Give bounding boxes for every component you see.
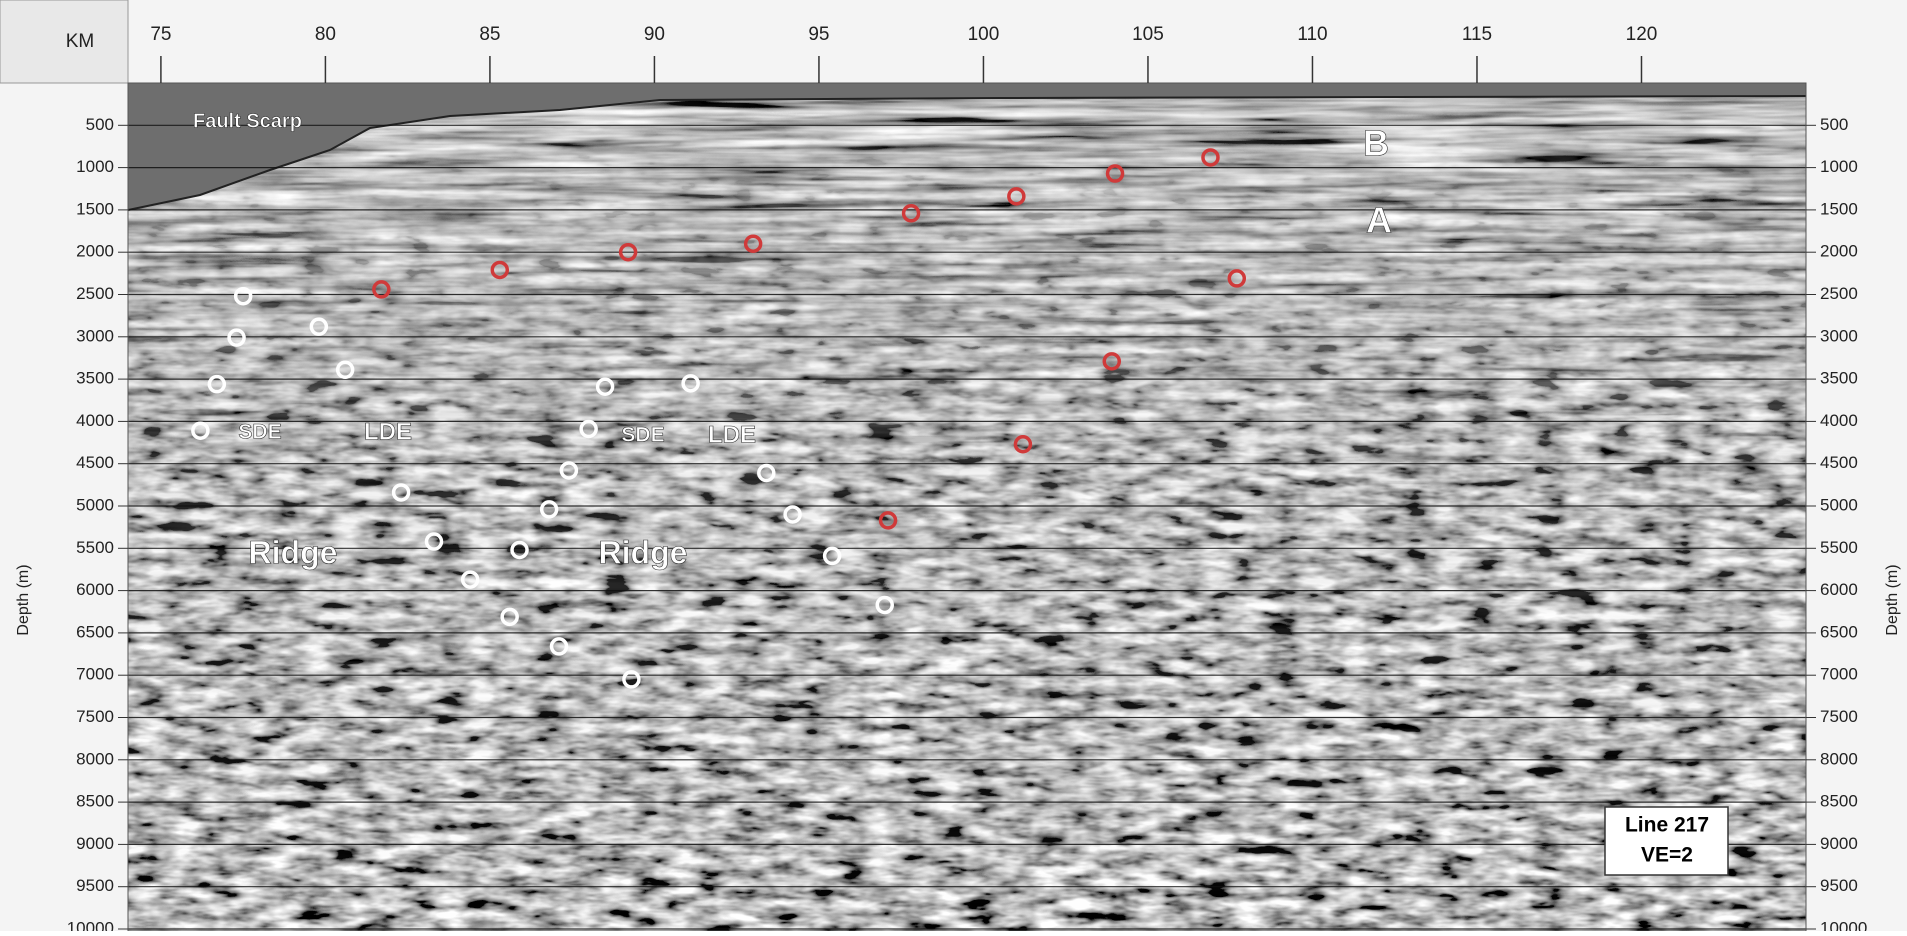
y-tick-label: 1500 — [76, 199, 114, 218]
y-tick-label: 3000 — [76, 326, 114, 345]
y-tick-label-right: 10000 — [1820, 918, 1867, 931]
x-tick-label: 90 — [644, 24, 665, 45]
y-tick-label: 7000 — [76, 665, 114, 684]
annotation: A — [1366, 200, 1392, 241]
x-tick-label: 120 — [1626, 24, 1658, 45]
line-info-text: VE=2 — [1641, 844, 1693, 867]
y-tick-label: 2500 — [76, 284, 114, 303]
y-tick-label-right: 9000 — [1820, 834, 1858, 853]
x-tick-label: 110 — [1297, 24, 1327, 45]
y-tick-label: 3500 — [76, 369, 114, 388]
corner-cell — [0, 0, 128, 83]
y-tick-label-right: 4000 — [1820, 411, 1858, 430]
annotation: Ridge — [599, 534, 688, 570]
y-tick-label-right: 7500 — [1820, 707, 1858, 726]
annotation: Fault Scarp — [193, 110, 302, 132]
y-tick-label: 7500 — [76, 707, 114, 726]
y-tick-label: 8000 — [76, 749, 114, 768]
x-tick-label: 85 — [479, 24, 500, 45]
annotation: SDE — [621, 424, 664, 447]
y-tick-label-right: 5000 — [1820, 495, 1858, 514]
y-tick-label: 9500 — [76, 876, 114, 895]
y-tick-label: 4500 — [76, 453, 114, 472]
annotation: SDE — [238, 421, 281, 444]
y-tick-label: 6000 — [76, 580, 114, 599]
x-tick-label: 115 — [1462, 24, 1492, 45]
y-tick-label: 4000 — [76, 411, 114, 430]
line-info-text: Line 217 — [1625, 814, 1709, 837]
y-tick-label-right: 3500 — [1820, 369, 1858, 388]
y-tick-label-right: 3000 — [1820, 326, 1858, 345]
y-tick-label-right: 6500 — [1820, 622, 1858, 641]
y-tick-label-right: 6000 — [1820, 580, 1858, 599]
y-tick-label: 8500 — [76, 792, 114, 811]
y-axis-label-right: Depth (m) — [1884, 564, 1901, 635]
y-tick-label-right: 4500 — [1820, 453, 1858, 472]
y-tick-label-right: 8000 — [1820, 749, 1858, 768]
annotation: LDE — [364, 418, 412, 445]
y-tick-label: 1000 — [76, 157, 114, 176]
x-axis-label: KM — [66, 31, 95, 52]
x-tick-label: 80 — [315, 24, 336, 45]
annotation: Ridge — [249, 534, 338, 570]
x-tick-label: 75 — [150, 24, 171, 45]
x-tick-label: 95 — [808, 24, 829, 45]
y-tick-label-right: 1000 — [1820, 157, 1858, 176]
y-tick-label-right: 2000 — [1820, 242, 1858, 261]
annotation: LDE — [708, 421, 756, 448]
y-tick-label: 2000 — [76, 242, 114, 261]
y-tick-label: 5500 — [76, 538, 114, 557]
annotation: B — [1363, 123, 1389, 164]
y-tick-label: 10000 — [67, 918, 114, 931]
x-tick-label: 100 — [968, 24, 1000, 45]
y-tick-label-right: 5500 — [1820, 538, 1858, 557]
y-tick-label-right: 500 — [1820, 115, 1848, 134]
y-tick-label: 9000 — [76, 834, 114, 853]
y-tick-label-right: 7000 — [1820, 665, 1858, 684]
seismic-chart: Fault Scarp BA SDE LDE SDE LDE Ridge Ridge KM D… — [0, 0, 1907, 931]
plot-area: Fault Scarp BA SDE LDE SDE LDE Ridge Ridge — [128, 83, 1806, 931]
y-tick-label-right: 2500 — [1820, 284, 1858, 303]
y-tick-label-right: 1500 — [1820, 199, 1858, 218]
y-tick-label: 5000 — [76, 495, 114, 514]
x-tick-label: 105 — [1132, 24, 1164, 45]
y-tick-label-right: 9500 — [1820, 876, 1858, 895]
y-tick-label: 500 — [86, 115, 114, 134]
y-axis-label: Depth (m) — [15, 564, 32, 635]
y-tick-label-right: 8500 — [1820, 792, 1858, 811]
y-tick-label: 6500 — [76, 622, 114, 641]
